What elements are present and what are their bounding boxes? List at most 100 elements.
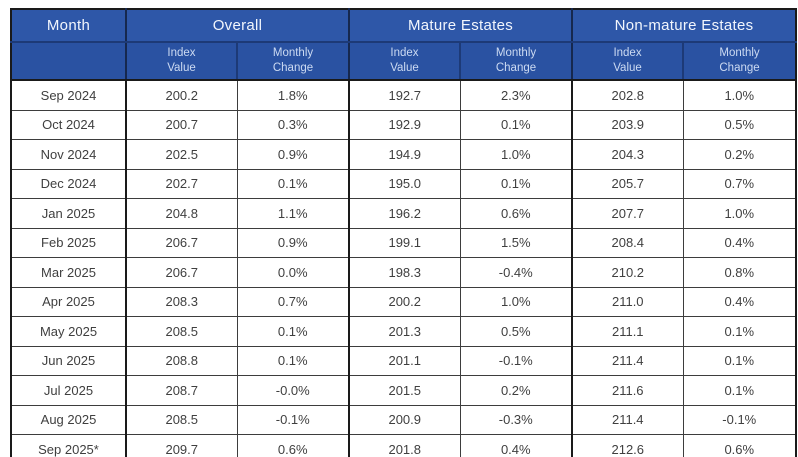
mature-monthly-change-cell: 0.2% bbox=[459, 375, 573, 405]
overall-index-value-cell: 206.7 bbox=[125, 227, 237, 258]
table-row: Sep 2024 200.2 1.8% 192.7 2.3% 202.8 1.0… bbox=[11, 80, 797, 110]
mature-monthly-change-cell: -0.3% bbox=[459, 404, 573, 435]
overall-monthly-change-cell: 1.1% bbox=[236, 198, 349, 228]
overall-monthly-change-cell: 0.1% bbox=[236, 345, 349, 376]
overall-monthly-change-cell: 0.9% bbox=[236, 227, 349, 258]
mature-monthly-change-cell: 0.1% bbox=[459, 109, 573, 140]
overall-monthly-change-cell: 0.1% bbox=[236, 168, 349, 199]
group-header-overall: Overall bbox=[125, 9, 349, 43]
mature-index-value-cell: 201.1 bbox=[348, 345, 460, 376]
overall-monthly-change-cell: -0.0% bbox=[236, 375, 349, 405]
mature-index-value-cell: 200.9 bbox=[348, 404, 460, 435]
month-cell: Feb 2025 bbox=[11, 227, 126, 258]
overall-monthly-change-cell: 0.6% bbox=[236, 434, 349, 457]
table-row: Aug 2025 208.5 -0.1% 200.9 -0.3% 211.4 -… bbox=[11, 404, 797, 435]
mature-index-value-cell: 201.3 bbox=[348, 316, 460, 346]
non-mature-index-value-cell: 203.9 bbox=[571, 109, 684, 140]
mature-index-value-cell: 199.1 bbox=[348, 227, 460, 258]
mature-monthly-change-cell: 2.3% bbox=[459, 80, 573, 110]
overall-index-value-cell: 208.5 bbox=[125, 404, 237, 435]
month-cell: Jun 2025 bbox=[11, 345, 126, 376]
month-cell: Nov 2024 bbox=[11, 139, 126, 169]
non-mature-index-value-cell: 211.4 bbox=[571, 345, 684, 376]
mature-monthly-change-cell: 0.5% bbox=[459, 316, 573, 346]
non-mature-monthly-change-cell: 0.1% bbox=[682, 375, 797, 405]
table-row: Apr 2025 208.3 0.7% 200.2 1.0% 211.0 0.4… bbox=[11, 286, 797, 317]
overall-index-value-cell: 206.7 bbox=[125, 257, 237, 287]
non-mature-monthly-change-cell: 0.2% bbox=[682, 139, 797, 169]
non-mature-monthly-change-cell: 0.4% bbox=[682, 227, 797, 258]
non-mature-index-value-cell: 208.4 bbox=[571, 227, 684, 258]
overall-index-value-cell: 208.5 bbox=[125, 316, 237, 346]
table-row: Jun 2025 208.8 0.1% 201.1 -0.1% 211.4 0.… bbox=[11, 345, 797, 376]
month-cell: May 2025 bbox=[11, 316, 126, 346]
overall-index-value-cell: 208.8 bbox=[125, 345, 237, 376]
table-row: Feb 2025 206.7 0.9% 199.1 1.5% 208.4 0.4… bbox=[11, 227, 797, 258]
price-index-table-wrap: Month Overall Mature Estates Non-mature … bbox=[10, 8, 798, 457]
non-mature-monthly-change-cell: 0.4% bbox=[682, 286, 797, 317]
overall-index-value-cell: 208.7 bbox=[125, 375, 237, 405]
non-mature-index-value-cell: 204.3 bbox=[571, 139, 684, 169]
overall-monthly-change-cell: 1.8% bbox=[236, 80, 349, 110]
mature-monthly-change-cell: 1.0% bbox=[459, 286, 573, 317]
non-mature-monthly-change-cell: 1.0% bbox=[682, 198, 797, 228]
table-row: Dec 2024 202.7 0.1% 195.0 0.1% 205.7 0.7… bbox=[11, 168, 797, 199]
mature-index-value-cell: 192.9 bbox=[348, 109, 460, 140]
overall-index-value-header: Index Value bbox=[125, 42, 237, 81]
overall-index-value-cell: 202.5 bbox=[125, 139, 237, 169]
non-mature-monthly-change-header: Monthly Change bbox=[682, 42, 797, 81]
month-cell: Jan 2025 bbox=[11, 198, 126, 228]
non-mature-index-value-cell: 202.8 bbox=[571, 80, 684, 110]
non-mature-index-value-cell: 207.7 bbox=[571, 198, 684, 228]
mature-monthly-change-cell: -0.4% bbox=[459, 257, 573, 287]
overall-index-value-cell: 208.3 bbox=[125, 286, 237, 317]
non-mature-monthly-change-cell: 1.0% bbox=[682, 80, 797, 110]
price-index-table: Month Overall Mature Estates Non-mature … bbox=[10, 8, 798, 457]
overall-monthly-change-cell: 0.1% bbox=[236, 316, 349, 346]
month-cell: Dec 2024 bbox=[11, 168, 126, 199]
mature-index-value-cell: 198.3 bbox=[348, 257, 460, 287]
mature-index-value-cell: 201.5 bbox=[348, 375, 460, 405]
overall-index-value-cell: 209.7 bbox=[125, 434, 237, 457]
month-cell: Apr 2025 bbox=[11, 286, 126, 317]
overall-monthly-change-cell: 0.3% bbox=[236, 109, 349, 140]
non-mature-monthly-change-cell: -0.1% bbox=[682, 404, 797, 435]
mature-index-value-cell: 200.2 bbox=[348, 286, 460, 317]
overall-index-value-cell: 202.7 bbox=[125, 168, 237, 199]
overall-monthly-change-cell: 0.7% bbox=[236, 286, 349, 317]
mature-monthly-change-cell: 0.1% bbox=[459, 168, 573, 199]
mature-monthly-change-header: Monthly Change bbox=[458, 42, 573, 81]
table-row: Jan 2025 204.8 1.1% 196.2 0.6% 207.7 1.0… bbox=[11, 198, 797, 228]
month-column-header: Month bbox=[11, 9, 126, 43]
group-header-row: Month Overall Mature Estates Non-mature … bbox=[11, 9, 797, 43]
month-cell: Jul 2025 bbox=[11, 375, 126, 405]
table-row: Oct 2024 200.7 0.3% 192.9 0.1% 203.9 0.5… bbox=[11, 109, 797, 140]
non-mature-monthly-change-cell: 0.7% bbox=[682, 168, 797, 199]
non-mature-index-value-cell: 211.6 bbox=[571, 375, 684, 405]
sub-header-row: Index Value Monthly Change Index Value M… bbox=[11, 42, 797, 81]
group-header-non-mature-estates: Non-mature Estates bbox=[571, 9, 797, 43]
table-row: Jul 2025 208.7 -0.0% 201.5 0.2% 211.6 0.… bbox=[11, 375, 797, 405]
month-subheader-blank bbox=[11, 42, 126, 81]
non-mature-index-value-cell: 211.0 bbox=[571, 286, 684, 317]
non-mature-index-value-cell: 212.6 bbox=[571, 434, 684, 457]
month-cell: Aug 2025 bbox=[11, 404, 126, 435]
mature-index-value-cell: 194.9 bbox=[348, 139, 460, 169]
non-mature-index-value-cell: 211.4 bbox=[571, 404, 684, 435]
non-mature-monthly-change-cell: 0.5% bbox=[682, 109, 797, 140]
non-mature-monthly-change-cell: 0.1% bbox=[682, 316, 797, 346]
month-cell: Oct 2024 bbox=[11, 109, 126, 140]
non-mature-monthly-change-cell: 0.8% bbox=[682, 257, 797, 287]
month-cell: Mar 2025 bbox=[11, 257, 126, 287]
table-body: Sep 2024 200.2 1.8% 192.7 2.3% 202.8 1.0… bbox=[11, 80, 797, 457]
mature-monthly-change-cell: 0.4% bbox=[459, 434, 573, 457]
overall-index-value-cell: 200.7 bbox=[125, 109, 237, 140]
table-row: Mar 2025 206.7 0.0% 198.3 -0.4% 210.2 0.… bbox=[11, 257, 797, 287]
overall-monthly-change-header: Monthly Change bbox=[236, 42, 349, 81]
table-row: Nov 2024 202.5 0.9% 194.9 1.0% 204.3 0.2… bbox=[11, 139, 797, 169]
non-mature-monthly-change-cell: 0.6% bbox=[682, 434, 797, 457]
non-mature-index-value-cell: 205.7 bbox=[571, 168, 684, 199]
month-cell: Sep 2024 bbox=[11, 80, 126, 110]
non-mature-monthly-change-cell: 0.1% bbox=[682, 345, 797, 376]
